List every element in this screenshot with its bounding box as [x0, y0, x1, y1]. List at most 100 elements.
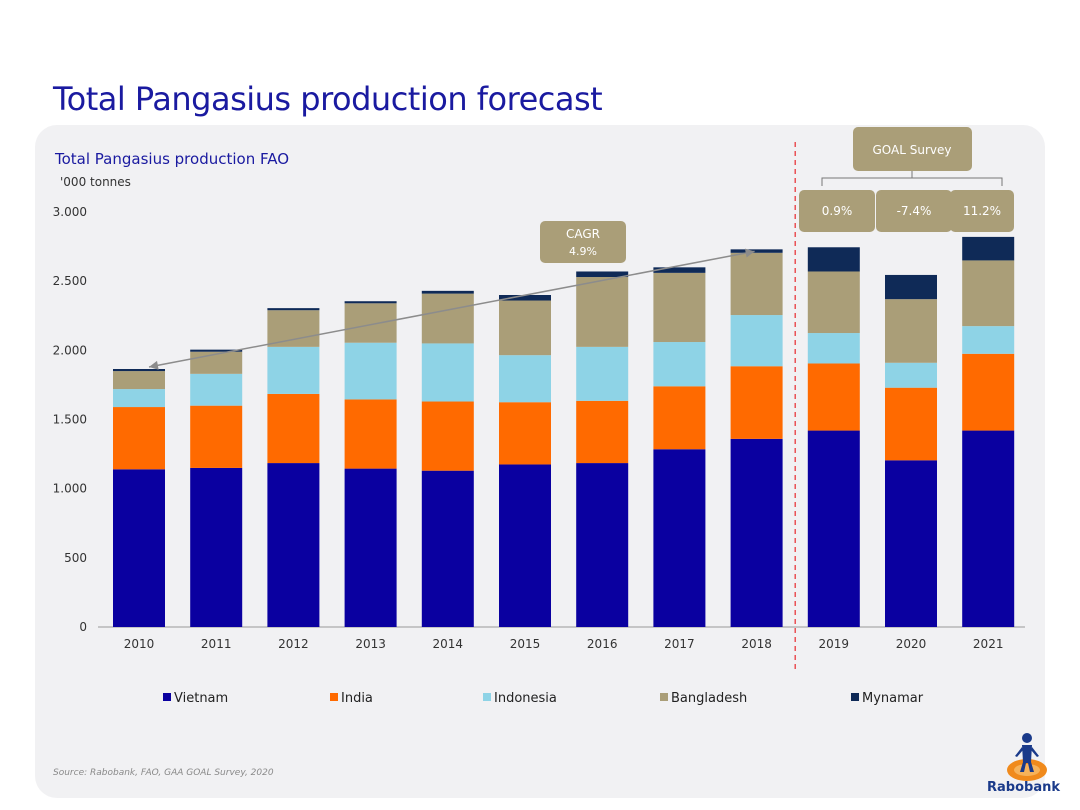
bar-indonesia-2011: [190, 373, 243, 406]
bar-indonesia-2016: [576, 346, 629, 401]
x-tick-label: 2010: [124, 637, 155, 651]
bar-india-2018: [730, 366, 783, 439]
bar-mynamar-2019: [807, 247, 860, 272]
bar-indonesia-2020: [885, 362, 937, 388]
growth-box-2021: [950, 190, 1014, 232]
growth-box-2020: [876, 190, 952, 232]
bar-bangladesh-2014: [421, 293, 474, 344]
cagr-box: [540, 221, 626, 263]
growth-value-2020: -7.4%: [897, 204, 932, 218]
growth-value-2021: 11.2%: [963, 204, 1001, 218]
chart-unit-label: '000 tonnes: [60, 175, 131, 189]
bar-vietnam-2017: [653, 449, 706, 627]
y-tick-label: 2.500: [53, 274, 87, 288]
bar-india-2020: [885, 387, 937, 461]
growth-box-2019: [799, 190, 875, 232]
bar-vietnam-2011: [190, 467, 243, 627]
bar-bangladesh-2020: [885, 299, 937, 363]
bar-vietnam-2021: [962, 430, 1015, 627]
x-tick-label: 2021: [973, 637, 1004, 651]
bar-bangladesh-2013: [344, 303, 397, 343]
x-tick-label: 2012: [278, 637, 309, 651]
source-note: Source: Rabobank, FAO, GAA GOAL Survey, …: [53, 768, 274, 778]
bar-india-2016: [576, 400, 629, 464]
x-tick-label: 2018: [741, 637, 772, 651]
goal-survey-label: GOAL Survey: [873, 143, 952, 157]
legend-label-mynamar: Mynamar: [862, 691, 924, 706]
bar-mynamar-2010: [113, 369, 165, 372]
cagr-arrow-head-right: [744, 248, 755, 258]
bar-indonesia-2015: [499, 355, 551, 403]
bar-vietnam-2015: [499, 464, 551, 627]
bar-bangladesh-2015: [499, 300, 551, 356]
legend-label-bangladesh: Bangladesh: [671, 691, 747, 706]
bar-indonesia-2014: [421, 343, 474, 402]
bar-india-2015: [499, 402, 551, 465]
legend-label-india: India: [341, 691, 373, 706]
bar-mynamar-2020: [885, 274, 937, 300]
y-tick-label: 1.000: [53, 482, 87, 496]
x-tick-label: 2014: [433, 637, 464, 651]
y-tick-label: 0: [79, 620, 87, 634]
bar-indonesia-2018: [730, 315, 783, 367]
bar-vietnam-2010: [113, 469, 165, 627]
bar-bangladesh-2018: [730, 252, 783, 316]
bar-vietnam-2020: [885, 460, 937, 627]
bar-india-2011: [190, 405, 243, 468]
bar-vietnam-2014: [421, 470, 474, 627]
bar-bangladesh-2016: [576, 277, 629, 347]
bar-vietnam-2012: [267, 463, 320, 627]
chart-title: Total Pangasius production FAO: [54, 150, 289, 168]
bar-bangladesh-2011: [190, 351, 243, 374]
x-tick-label: 2011: [201, 637, 232, 651]
bar-indonesia-2017: [653, 342, 706, 387]
bar-mynamar-2013: [344, 301, 397, 304]
bar-indonesia-2012: [267, 346, 320, 394]
bar-mynamar-2014: [421, 290, 474, 294]
legend-swatch-bangladesh: [660, 693, 668, 701]
bar-indonesia-2013: [344, 342, 397, 400]
bar-bangladesh-2017: [653, 272, 706, 343]
y-tick-label: 1.500: [53, 413, 87, 427]
bar-mynamar-2012: [267, 308, 320, 311]
bar-indonesia-2021: [962, 326, 1015, 354]
rabobank-logo: [1007, 733, 1047, 781]
x-tick-label: 2017: [664, 637, 695, 651]
bar-mynamar-2017: [653, 267, 706, 273]
legend-swatch-mynamar: [851, 693, 859, 701]
legend-swatch-india: [330, 693, 338, 701]
bar-india-2014: [421, 401, 474, 471]
legend-label-vietnam: Vietnam: [174, 691, 228, 706]
cagr-arrow-line: [148, 250, 755, 368]
legend-swatch-vietnam: [163, 693, 171, 701]
cagr-label: CAGR: [566, 227, 600, 241]
bar-mynamar-2016: [576, 271, 629, 278]
bar-mynamar-2021: [962, 236, 1015, 261]
bar-indonesia-2019: [807, 333, 860, 364]
bar-mynamar-2018: [730, 249, 783, 253]
y-tick-label: 2.000: [53, 343, 87, 357]
x-tick-label: 2020: [896, 637, 927, 651]
bar-vietnam-2016: [576, 463, 629, 627]
y-tick-label: 500: [64, 551, 87, 565]
cagr-arrow-head-left: [149, 360, 159, 370]
bar-bangladesh-2010: [113, 371, 165, 390]
y-tick-label: 3.000: [53, 205, 87, 219]
bar-bangladesh-2012: [267, 310, 320, 347]
bar-mynamar-2011: [190, 349, 243, 352]
legend-swatch-indonesia: [483, 693, 491, 701]
bar-bangladesh-2019: [807, 271, 860, 334]
bar-vietnam-2013: [344, 468, 397, 627]
growth-value-2019: 0.9%: [822, 204, 853, 218]
cagr-value: 4.9%: [569, 245, 597, 258]
logo-text: Rabobank: [987, 780, 1060, 795]
bar-india-2019: [807, 363, 860, 431]
goal-survey-bracket: [821, 171, 1003, 186]
bar-india-2017: [653, 386, 706, 450]
legend-label-indonesia: Indonesia: [494, 691, 557, 706]
bar-vietnam-2018: [730, 438, 783, 627]
bar-india-2010: [113, 407, 165, 470]
page-title: Total Pangasius production forecast: [53, 80, 603, 118]
x-tick-label: 2019: [819, 637, 850, 651]
